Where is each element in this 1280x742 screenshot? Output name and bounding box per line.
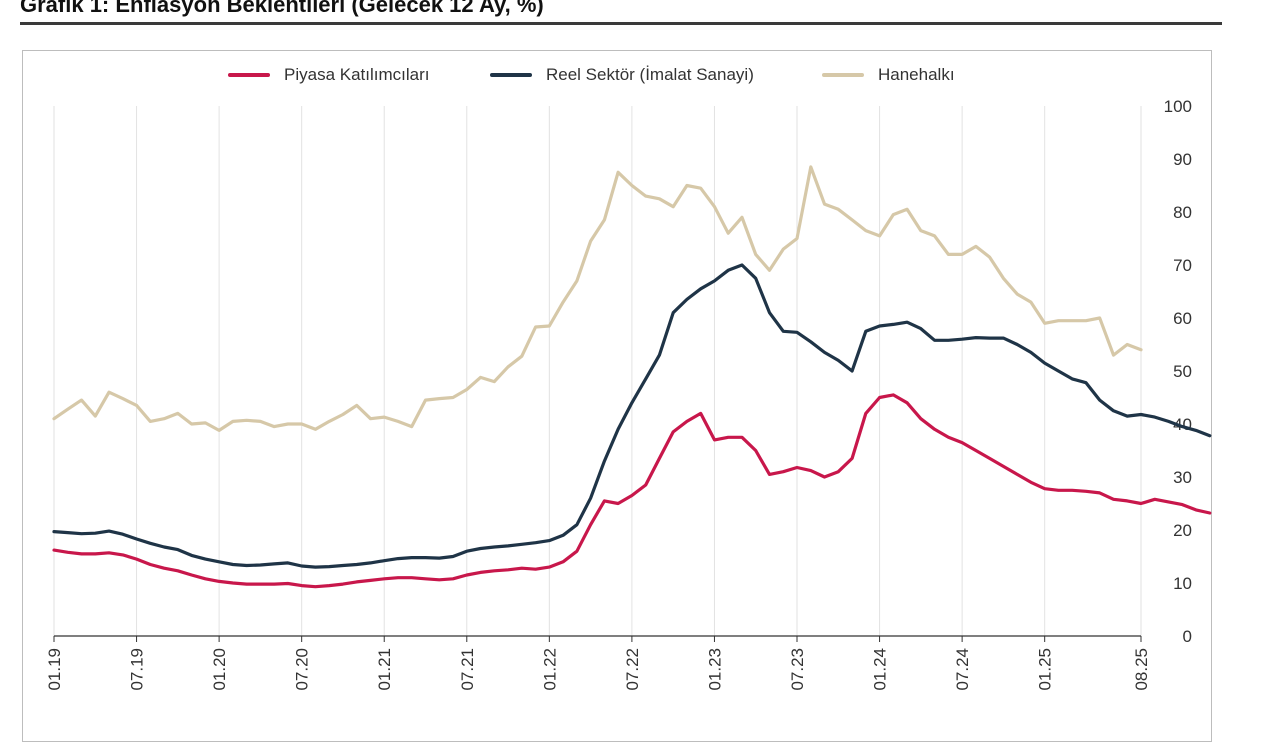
- series-line-1: [52, 263, 1212, 569]
- legend-swatch-piyasa: [228, 73, 270, 77]
- x-tick-label: 01.22: [540, 648, 559, 691]
- line-chart: 01.19 07.19 01.20 07.20 01.21 07.21 01.22 07.22…: [45, 97, 1212, 691]
- y-tick-label: 80: [1173, 203, 1192, 222]
- x-tick-label: 07.23: [788, 648, 807, 691]
- legend-swatch-hanehalki: [822, 73, 864, 77]
- y-tick-label: 10: [1173, 574, 1192, 593]
- legend-label-hanehalki: Hanehalkı: [878, 65, 955, 84]
- x-tick-label: 01.20: [210, 648, 229, 691]
- legend-swatch-reel: [490, 73, 532, 77]
- legend-item-hanehalki: Hanehalkı: [822, 64, 955, 86]
- y-tick-label: 60: [1173, 309, 1192, 328]
- x-tick-label: 01.25: [1036, 648, 1055, 691]
- series-line-2: [52, 165, 1143, 432]
- x-tick-label: 08.25: [1132, 648, 1151, 691]
- legend-label-reel: Reel Sektör (İmalat Sanayi): [546, 65, 754, 84]
- x-tick-label: 01.23: [705, 648, 724, 691]
- y-tick-label: 90: [1173, 150, 1192, 169]
- series-line-0: [52, 393, 1212, 589]
- x-tick-label: 07.24: [953, 648, 972, 691]
- x-tick-label: 01.24: [871, 648, 890, 691]
- y-tick-label: 100: [1164, 97, 1192, 116]
- legend-label-piyasa: Piyasa Katılımcıları: [284, 65, 430, 84]
- legend-item-piyasa: Piyasa Katılımcıları: [228, 64, 430, 86]
- chart-frame: [22, 50, 1212, 742]
- y-tick-label: 30: [1173, 468, 1192, 487]
- x-tick-label: 07.19: [128, 648, 147, 691]
- x-tick-label: 01.21: [375, 648, 394, 691]
- x-tick-label: 07.22: [623, 648, 642, 691]
- legend-item-reel: Reel Sektör (İmalat Sanayi): [490, 64, 754, 86]
- y-tick-label: 20: [1173, 521, 1192, 540]
- chart-title: Grafik 1: Enflasyon Beklentileri (Gelece…: [20, 0, 544, 17]
- x-tick-label: 07.21: [458, 648, 477, 691]
- y-tick-label: 70: [1173, 256, 1192, 275]
- y-tick-label: 50: [1173, 362, 1192, 381]
- x-tick-label: 01.19: [45, 648, 64, 691]
- y-tick-label: 0: [1183, 627, 1192, 646]
- x-tick-label: 07.20: [293, 648, 312, 691]
- title-underline: [20, 22, 1222, 25]
